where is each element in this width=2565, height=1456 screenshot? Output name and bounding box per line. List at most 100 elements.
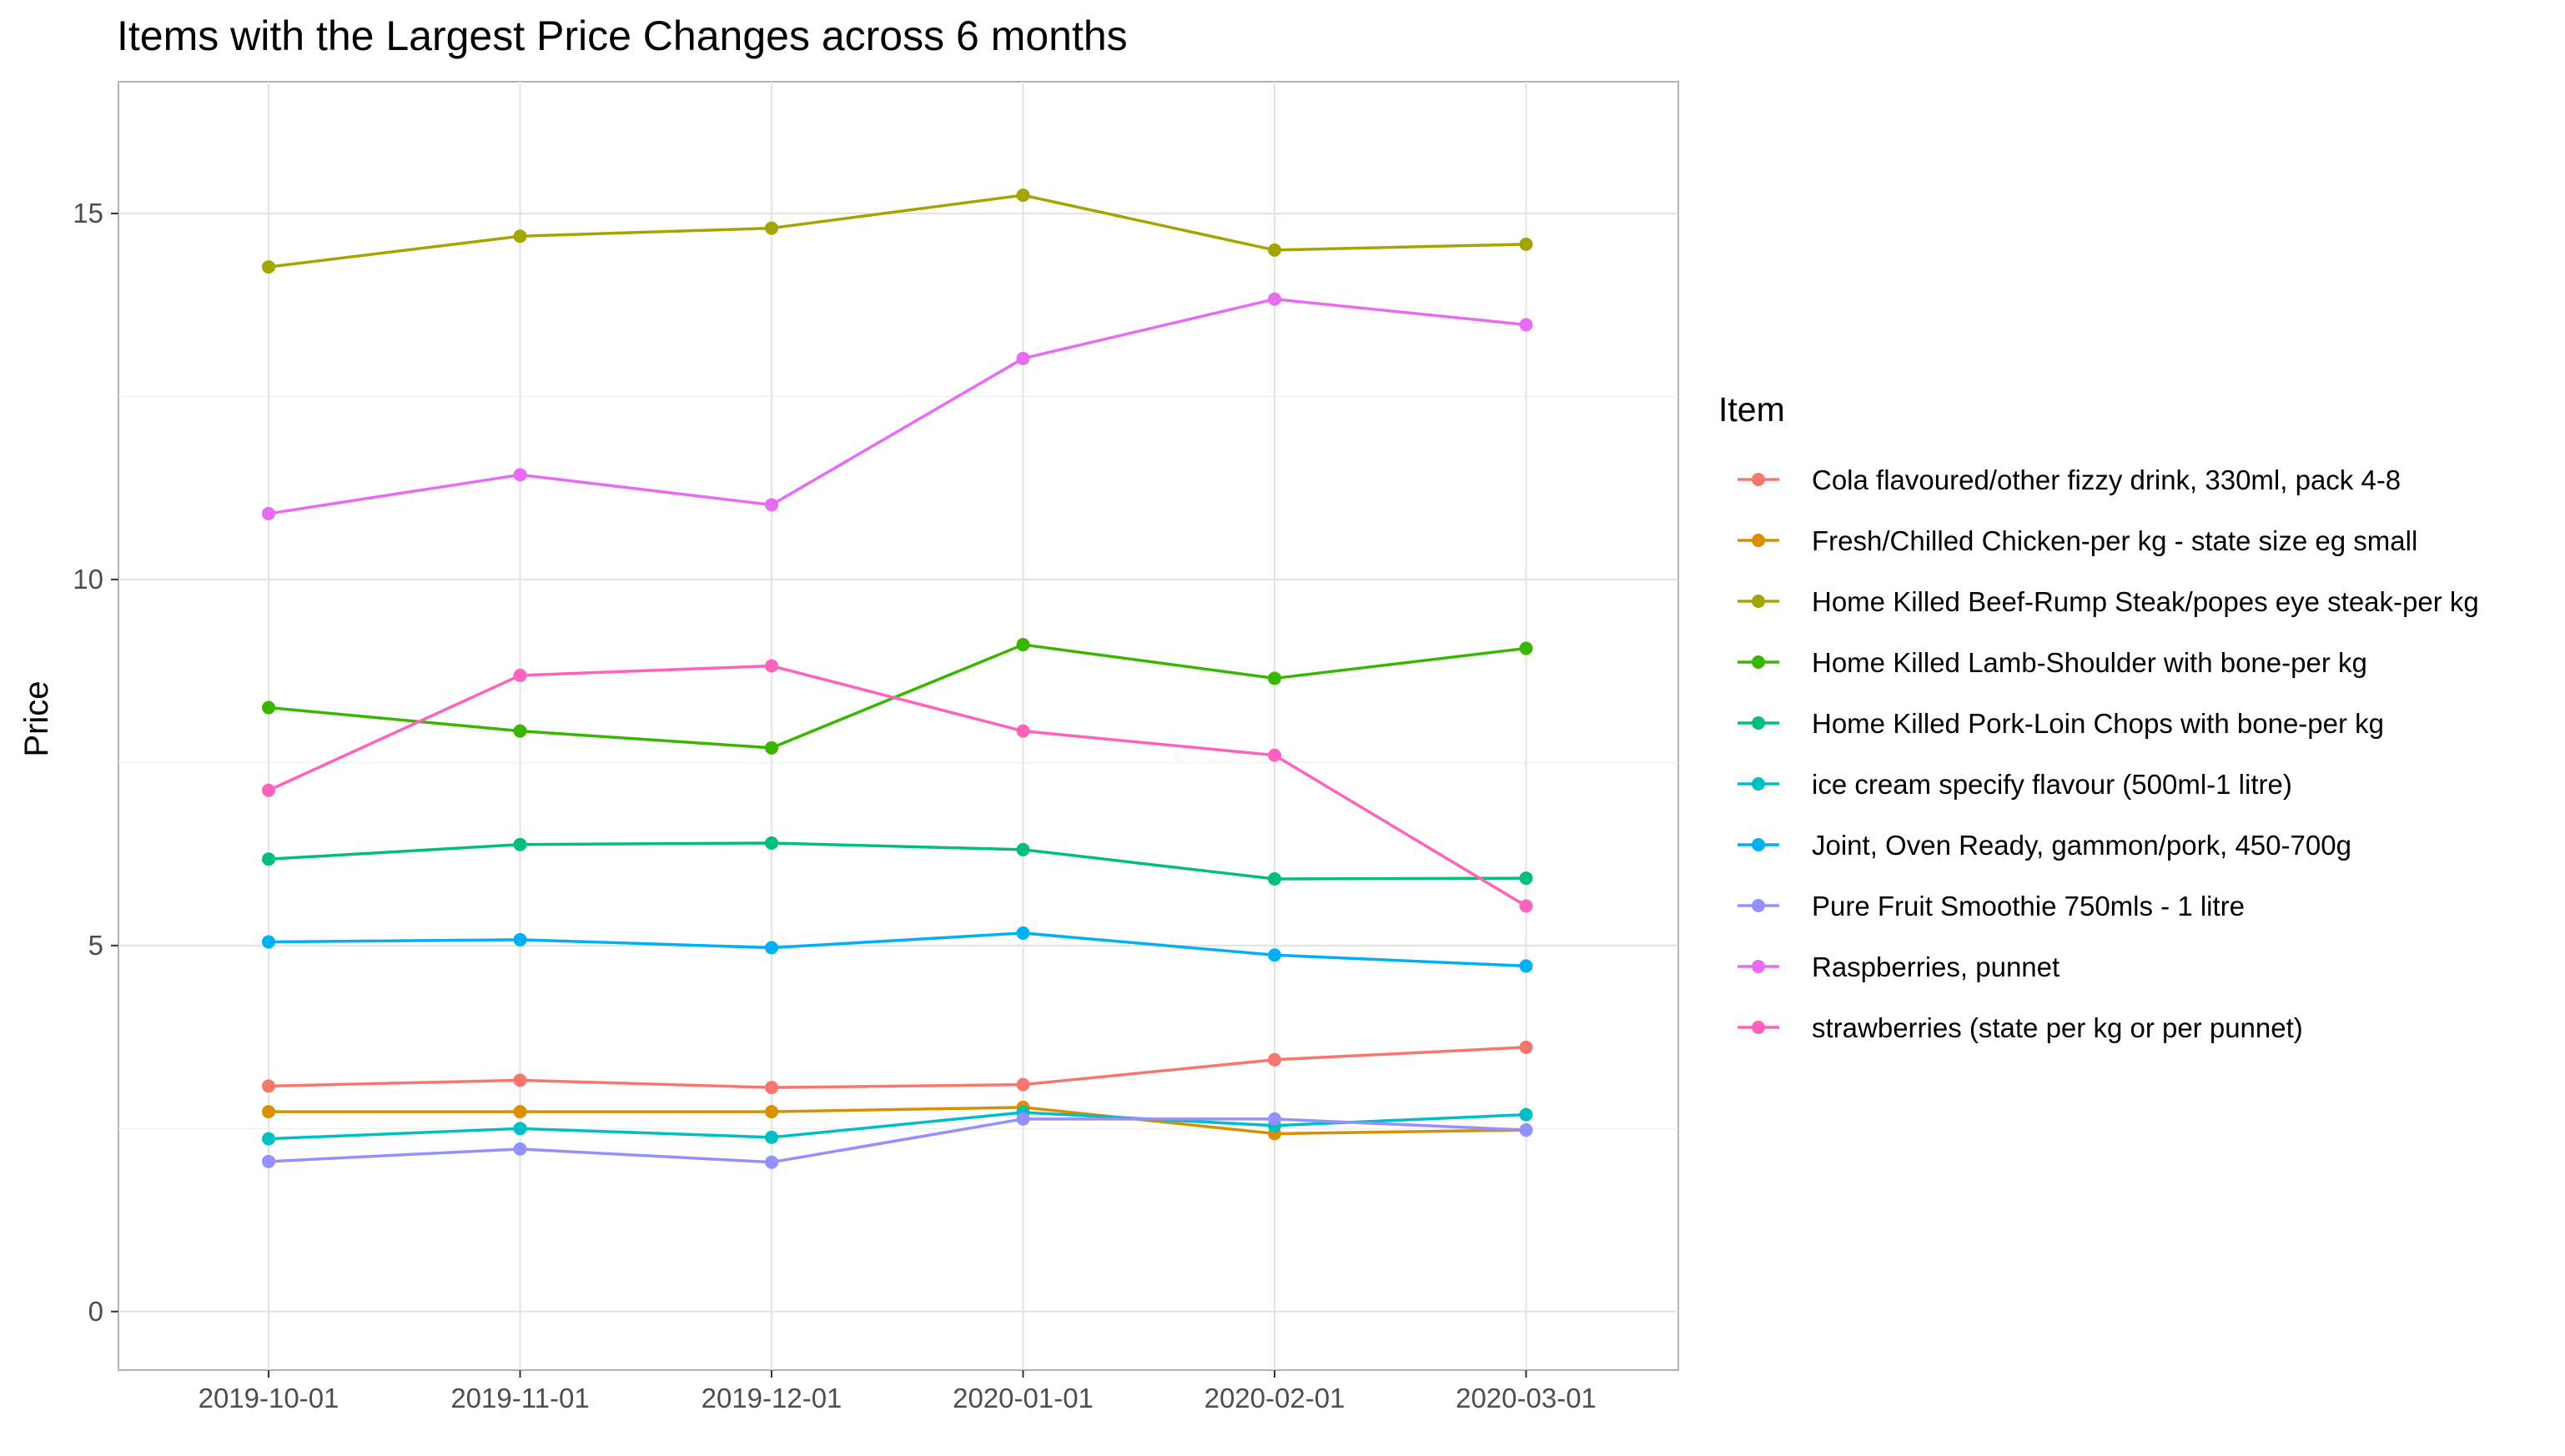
data-point [1519, 1040, 1533, 1054]
legend-key-point [1752, 655, 1765, 669]
data-point [1016, 351, 1030, 365]
series-line [268, 297, 1526, 515]
series-line [268, 1111, 1526, 1141]
data-point [1268, 671, 1281, 685]
data-point [1016, 926, 1030, 940]
plot-area: 0 5 10 15 2019-10-01 2019-11-01 2019-12-01 2020… [73, 81, 1679, 1413]
legend-label: ice cream specify flavour (500ml-1 litre… [1812, 769, 2292, 800]
series-line [268, 664, 1527, 907]
data-point [262, 1154, 275, 1168]
data-point [1268, 243, 1281, 257]
data-point [765, 836, 778, 850]
data-point [1268, 1052, 1281, 1067]
data-point [1268, 292, 1281, 306]
legend-key-point [1752, 899, 1765, 912]
series-line [268, 931, 1526, 968]
data-point [1016, 842, 1030, 856]
data-point [513, 1122, 527, 1136]
plot-panel [118, 81, 1679, 1371]
legend-key-point [1752, 838, 1765, 851]
legend-key-point [1752, 595, 1765, 608]
data-point [262, 1079, 275, 1093]
data-point [513, 468, 527, 482]
series-line [268, 841, 1526, 881]
data-point [1016, 188, 1030, 203]
legend-key-point [1752, 1021, 1765, 1034]
data-point [765, 659, 778, 673]
legend-label: Home Killed Pork-Loin Chops with bone-pe… [1812, 708, 2384, 739]
x-tick-label: 2019-11-01 [450, 1383, 589, 1413]
data-point [1016, 638, 1030, 652]
data-point [1519, 899, 1533, 913]
legend-label: Cola flavoured/other fizzy drink, 330ml,… [1812, 464, 2401, 495]
series-line [268, 1117, 1526, 1164]
y-tick-label: 10 [73, 564, 103, 595]
data-point [765, 941, 778, 955]
series-line [268, 1046, 1526, 1089]
data-point [262, 783, 275, 797]
data-point [1519, 318, 1533, 332]
x-tick-label: 2019-10-01 [199, 1383, 339, 1413]
data-point [513, 668, 527, 682]
legend-title: Item [1718, 390, 1785, 429]
data-point [1268, 1112, 1281, 1126]
data-point [262, 700, 275, 715]
y-axis-title: Price [18, 680, 55, 756]
data-point [262, 506, 275, 520]
legend: Item Cola flavoured/other fizzy drink, 3… [1718, 390, 2479, 1043]
data-point [765, 498, 778, 512]
y-tick-label: 5 [88, 930, 103, 961]
data-point [765, 1081, 778, 1095]
legend-label: Home Killed Beef-Rump Steak/popes eye st… [1812, 586, 2479, 617]
data-point [1519, 959, 1533, 973]
x-tick-label: 2020-03-01 [1456, 1383, 1597, 1413]
data-point [1519, 1123, 1533, 1137]
legend-key-point [1752, 534, 1765, 547]
x-tick-label: 2020-02-01 [1205, 1383, 1345, 1413]
data-point [262, 935, 275, 949]
legend-key-point [1752, 716, 1765, 730]
legend-key-point [1752, 473, 1765, 486]
data-point [513, 1073, 527, 1087]
data-point [262, 852, 275, 866]
data-point [513, 932, 527, 946]
data-point [262, 260, 275, 274]
x-tick-label: 2020-01-01 [953, 1383, 1094, 1413]
data-point [262, 1105, 275, 1119]
data-point [1519, 237, 1533, 251]
data-point [513, 229, 527, 244]
data-point [513, 1105, 527, 1119]
data-point [513, 1142, 527, 1156]
legend-label: Joint, Oven Ready, gammon/pork, 450-700g [1812, 830, 2351, 861]
data-point [765, 1130, 778, 1144]
data-point [765, 741, 778, 755]
legend-label: Fresh/Chilled Chicken-per kg - state siz… [1812, 525, 2417, 556]
data-point [1016, 1077, 1030, 1092]
data-point [513, 837, 527, 851]
legend-key-point [1752, 777, 1765, 791]
legend-label: Raspberries, punnet [1812, 951, 2060, 982]
data-point [1268, 748, 1281, 762]
legend-label: strawberries (state per kg or per punnet… [1812, 1012, 2303, 1043]
legend-key-point [1752, 960, 1765, 973]
data-point [262, 1132, 275, 1146]
y-tick-label: 0 [88, 1296, 103, 1327]
series-line [268, 193, 1526, 269]
data-point [765, 1155, 778, 1169]
data-point [1268, 871, 1281, 886]
series-line [268, 643, 1526, 750]
x-tick-label: 2019-12-01 [702, 1383, 842, 1413]
data-point [765, 1105, 778, 1119]
y-tick-label: 15 [73, 198, 103, 228]
chart-title: Items with the Largest Price Changes acr… [117, 13, 1128, 59]
data-point [765, 221, 778, 235]
data-point [513, 724, 527, 738]
data-point [1519, 871, 1533, 886]
series-line [269, 1106, 1526, 1136]
data-point [1016, 724, 1030, 738]
data-point [1268, 948, 1281, 962]
legend-label: Home Killed Lamb-Shoulder with bone-per … [1812, 647, 2367, 678]
data-point [1519, 1107, 1533, 1122]
data-point [1016, 1112, 1030, 1126]
